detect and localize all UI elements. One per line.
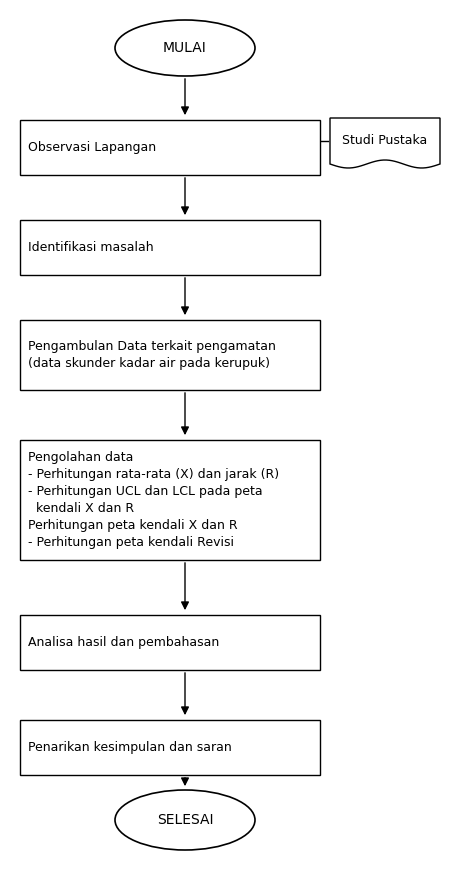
Text: Analisa hasil dan pembahasan: Analisa hasil dan pembahasan xyxy=(28,636,219,649)
FancyBboxPatch shape xyxy=(20,320,320,390)
Ellipse shape xyxy=(115,790,255,850)
FancyBboxPatch shape xyxy=(20,220,320,275)
Text: Studi Pustaka: Studi Pustaka xyxy=(342,134,428,147)
Text: Penarikan kesimpulan dan saran: Penarikan kesimpulan dan saran xyxy=(28,741,232,754)
Ellipse shape xyxy=(115,20,255,76)
FancyBboxPatch shape xyxy=(20,120,320,175)
Text: SELESAI: SELESAI xyxy=(157,813,213,827)
Text: MULAI: MULAI xyxy=(163,41,207,55)
Text: Identifikasi masalah: Identifikasi masalah xyxy=(28,241,154,254)
FancyBboxPatch shape xyxy=(20,615,320,670)
FancyBboxPatch shape xyxy=(20,440,320,560)
Polygon shape xyxy=(330,118,440,168)
FancyBboxPatch shape xyxy=(20,720,320,775)
Text: Observasi Lapangan: Observasi Lapangan xyxy=(28,141,156,154)
Text: Pengolahan data
- Perhitungan rata-rata (X) dan jarak (R)
- Perhitungan UCL dan : Pengolahan data - Perhitungan rata-rata … xyxy=(28,451,279,549)
Text: Pengambulan Data terkait pengamatan
(data skunder kadar air pada kerupuk): Pengambulan Data terkait pengamatan (dat… xyxy=(28,340,276,370)
